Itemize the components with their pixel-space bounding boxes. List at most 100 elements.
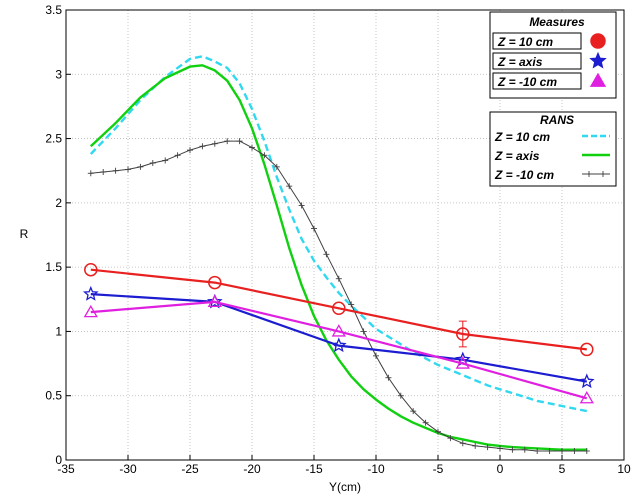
- series-measures-2: [83, 294, 594, 404]
- x-tick-label: -10: [367, 462, 385, 476]
- data-point: [149, 160, 156, 166]
- x-tick-label: -25: [181, 462, 199, 476]
- data-point: [360, 328, 367, 335]
- data-point: [83, 304, 98, 318]
- y-tick-label: 3.5: [45, 3, 62, 17]
- y-axis: 0 0.5 1 1.5 2 2.5 3 3.5: [45, 3, 71, 467]
- data-point: [559, 448, 565, 454]
- y-tick-label: 0: [55, 453, 62, 467]
- series-rans-5: [87, 138, 590, 454]
- data-point: [583, 448, 590, 454]
- data-point: [199, 143, 206, 150]
- data-point: [125, 166, 131, 173]
- data-point: [571, 448, 578, 454]
- data-point: [335, 275, 342, 282]
- data-point: [509, 446, 516, 453]
- data-point: [586, 171, 592, 177]
- data-point: [100, 169, 107, 175]
- legend-title: RANS: [540, 113, 574, 127]
- data-point: [589, 72, 607, 87]
- legend-title: Measures: [529, 15, 585, 29]
- legend-entry-box: [492, 72, 582, 90]
- data-point: [521, 446, 528, 453]
- y-tick-label: 0.5: [45, 389, 62, 403]
- legend-entry-label: Z = axis: [497, 55, 543, 69]
- data-point: [534, 448, 541, 454]
- data-point: [273, 163, 280, 170]
- data-point: [546, 448, 553, 454]
- data-point: [397, 392, 404, 399]
- y-axis-label: R: [20, 227, 29, 241]
- legend-entry-label: Z = 10 cm: [494, 130, 550, 144]
- data-point: [435, 428, 441, 435]
- series-line: [89, 55, 588, 413]
- x-tick-label: 0: [497, 462, 504, 476]
- data-point: [187, 147, 193, 154]
- data-point: [87, 170, 94, 177]
- x-tick-label: -5: [433, 462, 444, 476]
- y-tick-label: 3: [55, 67, 62, 81]
- data-point: [298, 202, 305, 209]
- series-layer: [82, 55, 595, 454]
- plot-frame: [65, 9, 625, 461]
- data-point: [323, 251, 330, 258]
- data-point: [600, 171, 606, 177]
- legend: Measures Z = 10 cm Z = axis Z = -10 cm RANS Z…: [489, 11, 617, 187]
- series-line: [90, 293, 587, 383]
- data-point: [261, 152, 268, 159]
- data-point: [286, 183, 293, 190]
- series-measures-0: [84, 262, 594, 357]
- data-point: [422, 419, 429, 426]
- data-point: [385, 374, 392, 381]
- data-point: [579, 390, 594, 404]
- data-point: [82, 285, 99, 301]
- data-point: [456, 327, 470, 341]
- series-line: [90, 300, 588, 400]
- series-line: [90, 268, 587, 351]
- x-tick-label: 5: [559, 462, 566, 476]
- data-point: [590, 33, 606, 49]
- legend-group-rans: RANS Z = 10 cm Z = axis Z = -10 cm: [489, 111, 617, 187]
- legend-entry-label: Z = axis: [494, 149, 540, 163]
- series-rans-3: [89, 55, 588, 413]
- x-tick-label: 10: [617, 462, 631, 476]
- data-point: [207, 293, 223, 309]
- y-tick-label: 2: [55, 196, 62, 210]
- data-point: [208, 275, 222, 290]
- data-point: [174, 152, 181, 159]
- data-point: [447, 435, 454, 442]
- data-point: [497, 445, 503, 452]
- data-point: [580, 342, 594, 357]
- data-point: [236, 138, 243, 145]
- data-point: [311, 225, 317, 232]
- data-point: [332, 301, 346, 316]
- x-tick-label: -30: [119, 462, 137, 476]
- data-point: [224, 138, 231, 145]
- data-point: [112, 167, 119, 174]
- data-point: [331, 337, 347, 353]
- data-point: [207, 294, 222, 308]
- data-point: [348, 301, 355, 308]
- legend-entry-label: Z = -10 cm: [497, 75, 557, 89]
- data-point: [472, 442, 479, 449]
- data-point: [162, 157, 169, 164]
- data-point: [249, 144, 255, 151]
- data-point: [84, 262, 98, 277]
- legend-entry-box: [492, 52, 582, 70]
- data-point: [137, 163, 144, 170]
- data-point: [589, 51, 607, 69]
- data-point: [579, 373, 595, 389]
- legend-entry-label: Z = -10 cm: [494, 168, 554, 182]
- x-tick-label: -20: [243, 462, 261, 476]
- y-tick-label: 2.5: [45, 132, 62, 146]
- data-point: [459, 440, 466, 447]
- x-axis: -35 -30 -25 -20 -15 -10 -5 0 5 10: [57, 455, 631, 476]
- y-tick-label: 1: [55, 324, 62, 338]
- x-axis-label: Y(cm): [329, 480, 361, 494]
- data-point: [484, 444, 491, 451]
- legend-entry-box: [492, 32, 582, 50]
- data-point: [331, 324, 346, 337]
- data-point: [455, 356, 470, 369]
- y-tick-label: 1.5: [45, 260, 62, 274]
